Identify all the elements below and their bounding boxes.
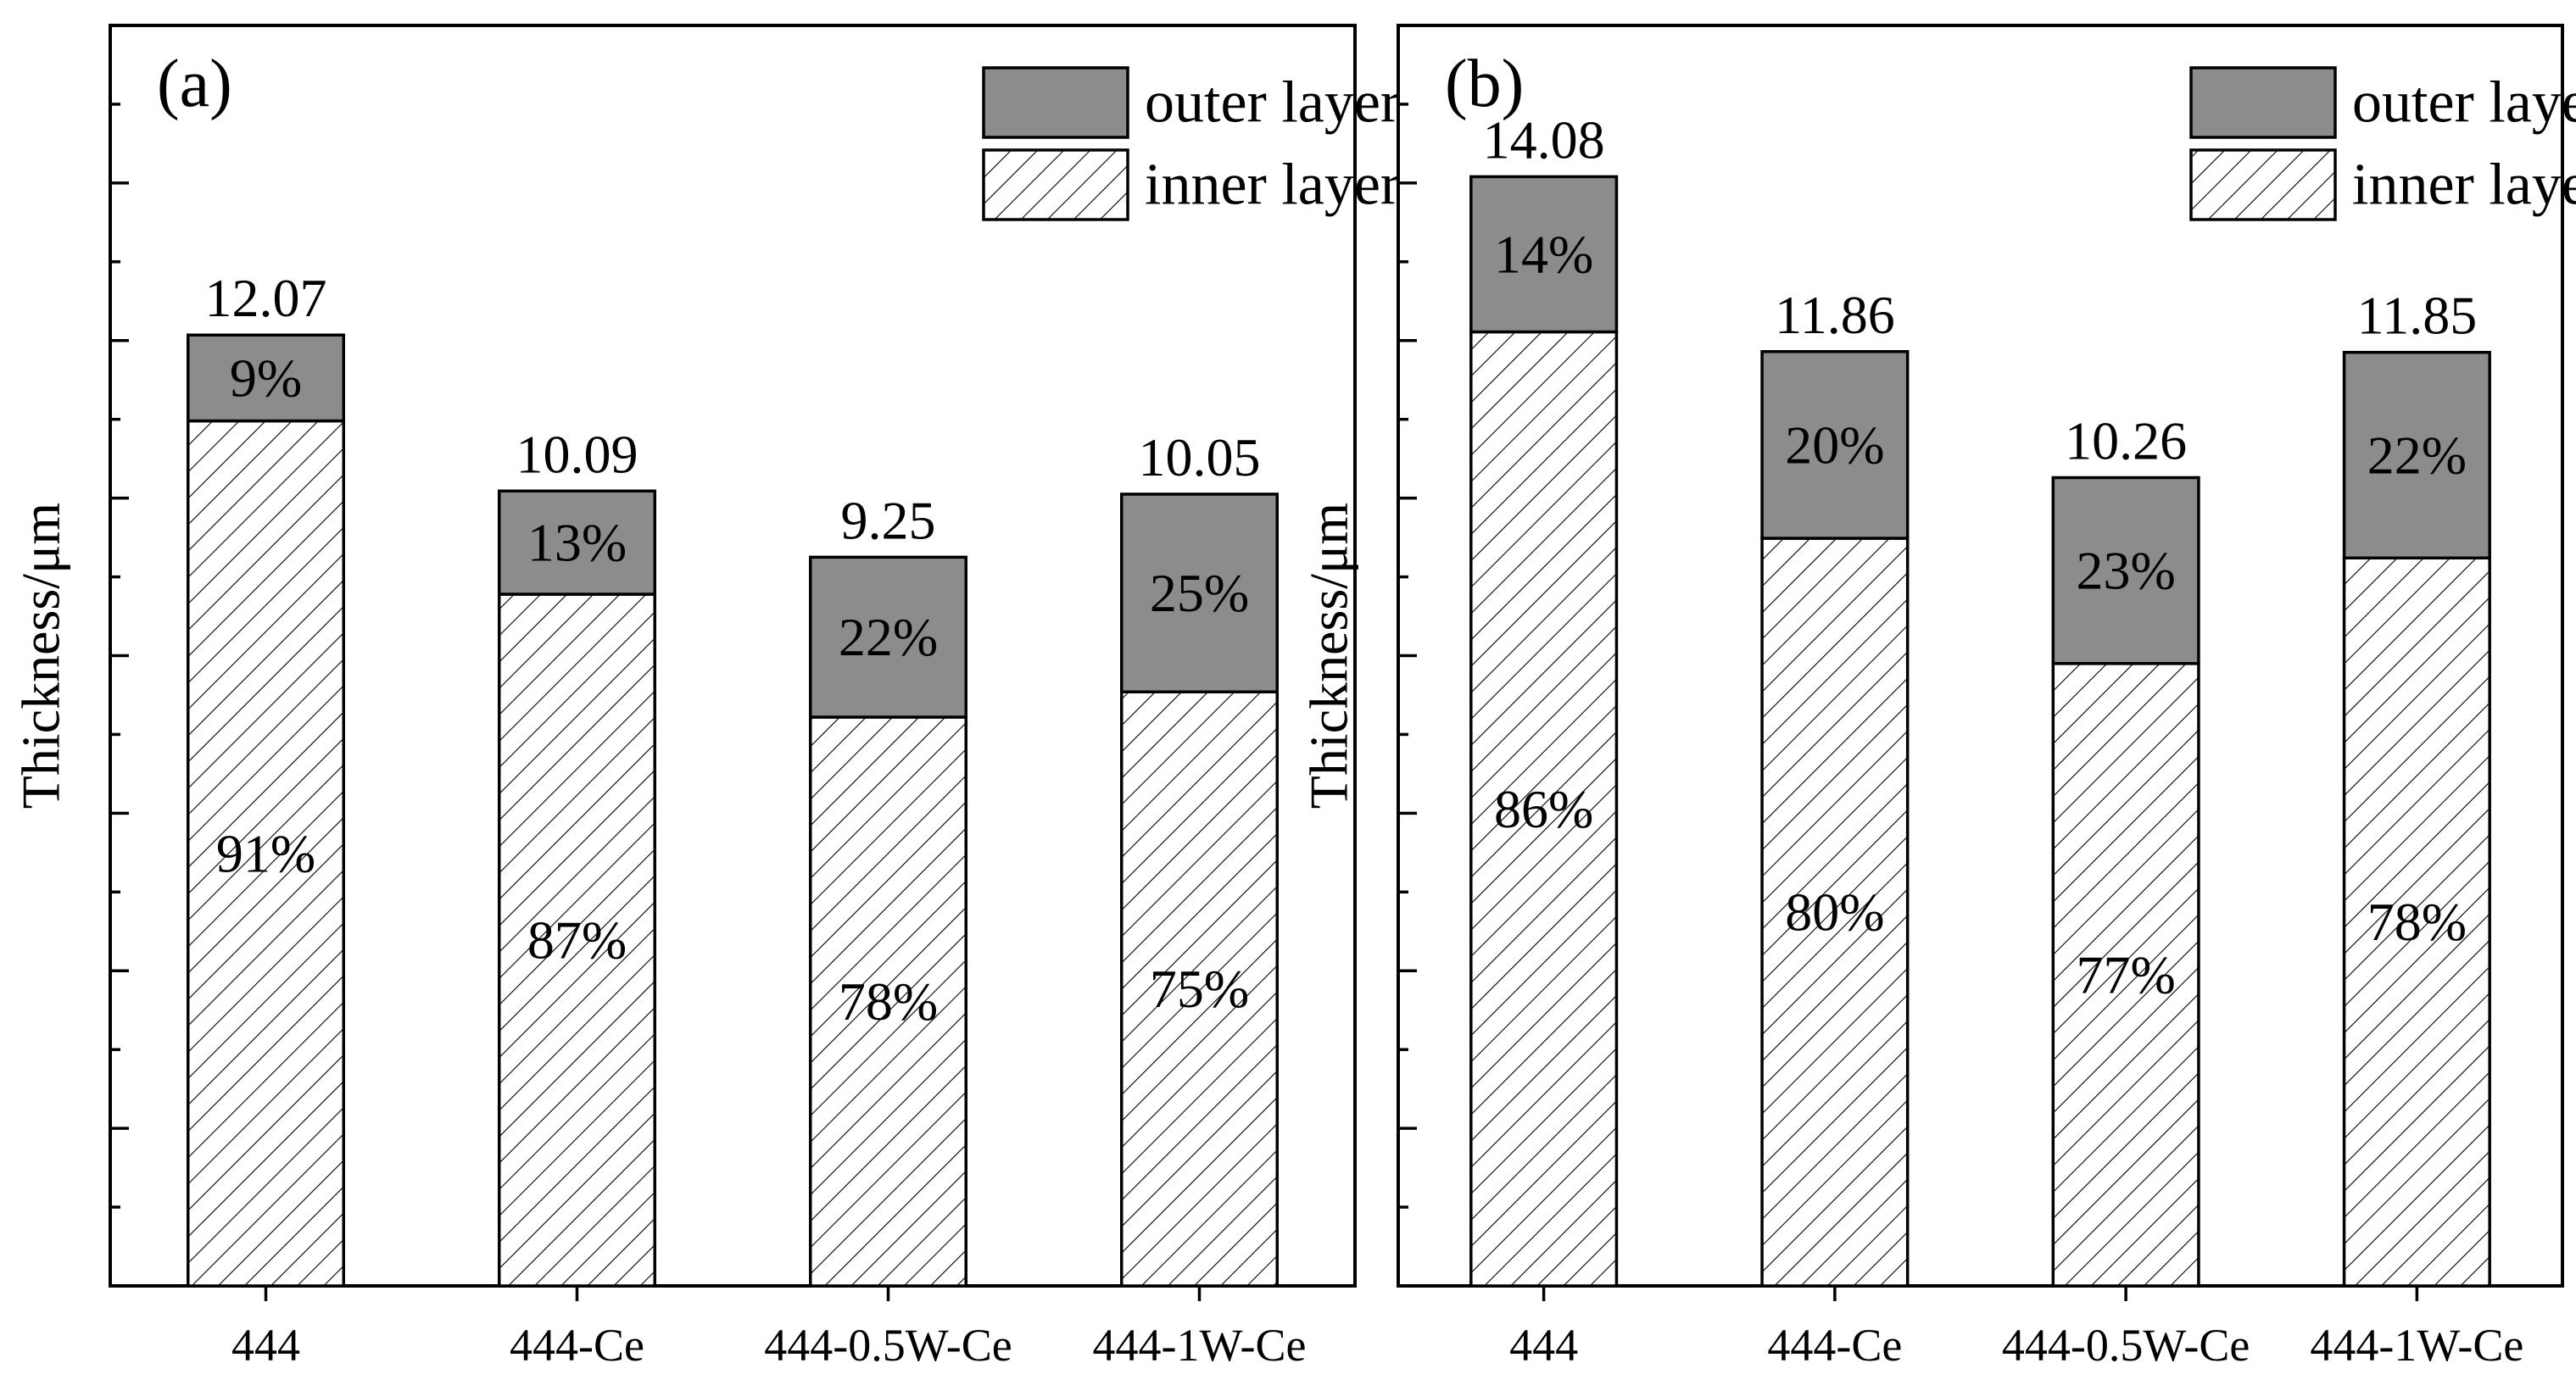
- bar-total-label: 10.05: [1139, 427, 1261, 487]
- bar-outer-layer: [187, 333, 345, 423]
- y-axis-title: Thickness/μm: [11, 503, 71, 809]
- bar-inner-layer: [1120, 690, 1279, 1288]
- bar-inner-layer: [2342, 556, 2491, 1288]
- chart-panel-b: Thickness/μm (b)14.08 14% 86% 444 11.86 20% 80%…: [1299, 24, 2576, 1371]
- bar-outer-layer: [1760, 350, 1910, 540]
- legend-swatch-inner: [2189, 148, 2337, 221]
- inner-percent-label: 78%: [2367, 892, 2467, 952]
- inner-percent-label: 86%: [1494, 779, 1593, 839]
- panel-label: (b): [1445, 47, 1524, 121]
- bar-inner-layer: [809, 715, 967, 1288]
- bar-outer-layer: [809, 555, 967, 719]
- legend: outer layer inner layer: [2189, 66, 2576, 221]
- x-tick-label: 444: [231, 1320, 300, 1371]
- legend: outer layer inner layer: [982, 66, 1400, 221]
- legend-label-inner: inner layer: [2352, 153, 2576, 218]
- outer-percent-label: 22%: [2367, 425, 2467, 485]
- inner-percent-label: 75%: [1150, 959, 1249, 1019]
- panel-label: (a): [157, 47, 232, 121]
- outer-percent-label: 23%: [2076, 541, 2175, 601]
- bar-total-label: 9.25: [841, 490, 936, 550]
- outer-percent-label: 20%: [1785, 415, 1884, 475]
- outer-percent-label: 22%: [839, 607, 938, 667]
- bar-outer-layer: [2342, 350, 2491, 560]
- bar-outer-layer: [2051, 476, 2200, 665]
- bar-inner-layer: [187, 419, 345, 1288]
- inner-percent-label: 87%: [527, 910, 627, 971]
- bar-inner-layer: [1469, 330, 1619, 1288]
- x-tick-label: 444-1W-Ce: [1093, 1320, 1307, 1371]
- legend-label-inner: inner layer: [1145, 153, 1400, 218]
- bar-inner-layer: [498, 593, 656, 1288]
- x-tick-label: 444-1W-Ce: [2310, 1320, 2523, 1371]
- outer-percent-label: 13%: [527, 513, 627, 573]
- x-tick-label: 444-0.5W-Ce: [764, 1320, 1012, 1371]
- inner-percent-label: 80%: [1785, 882, 1884, 943]
- legend-label-outer: outer layer: [1145, 70, 1400, 136]
- bar-total-label: 11.86: [1775, 285, 1895, 345]
- x-tick-label: 444-Ce: [1767, 1320, 1902, 1371]
- bar-inner-layer: [1760, 537, 1910, 1288]
- x-tick-label: 444: [1509, 1320, 1578, 1371]
- bar-outer-layer: [1469, 175, 1619, 334]
- inner-percent-label: 78%: [839, 971, 938, 1032]
- bar-inner-layer: [2051, 662, 2200, 1288]
- bar-total-label: 10.26: [2065, 410, 2187, 470]
- bar-total-label: 10.09: [516, 424, 638, 484]
- bar-outer-layer: [1120, 492, 1279, 694]
- bar-total-label: 11.85: [2357, 286, 2478, 346]
- chart-panel-a: Thickness/μm (a) 12.07 9% 91% 444 10.09 13% 87% 4…: [11, 24, 1400, 1371]
- x-tick-label: 444-0.5W-Ce: [2002, 1320, 2250, 1371]
- legend-swatch-inner: [982, 148, 1129, 221]
- outer-percent-label: 25%: [1150, 563, 1249, 623]
- bar-total-label: 12.07: [205, 268, 327, 328]
- bar-total-label: 14.08: [1483, 109, 1605, 170]
- inner-percent-label: 91%: [216, 823, 315, 883]
- legend-swatch-outer: [2189, 66, 2337, 139]
- y-axis-title: Thickness/μm: [1299, 503, 1359, 809]
- legend-label-outer: outer layer: [2352, 70, 2576, 136]
- x-tick-label: 444-Ce: [510, 1320, 644, 1371]
- legend-swatch-outer: [982, 66, 1129, 139]
- outer-percent-label: 9%: [230, 348, 302, 408]
- outer-percent-label: 14%: [1494, 224, 1593, 284]
- inner-percent-label: 77%: [2076, 944, 2175, 1004]
- bar-outer-layer: [498, 489, 656, 596]
